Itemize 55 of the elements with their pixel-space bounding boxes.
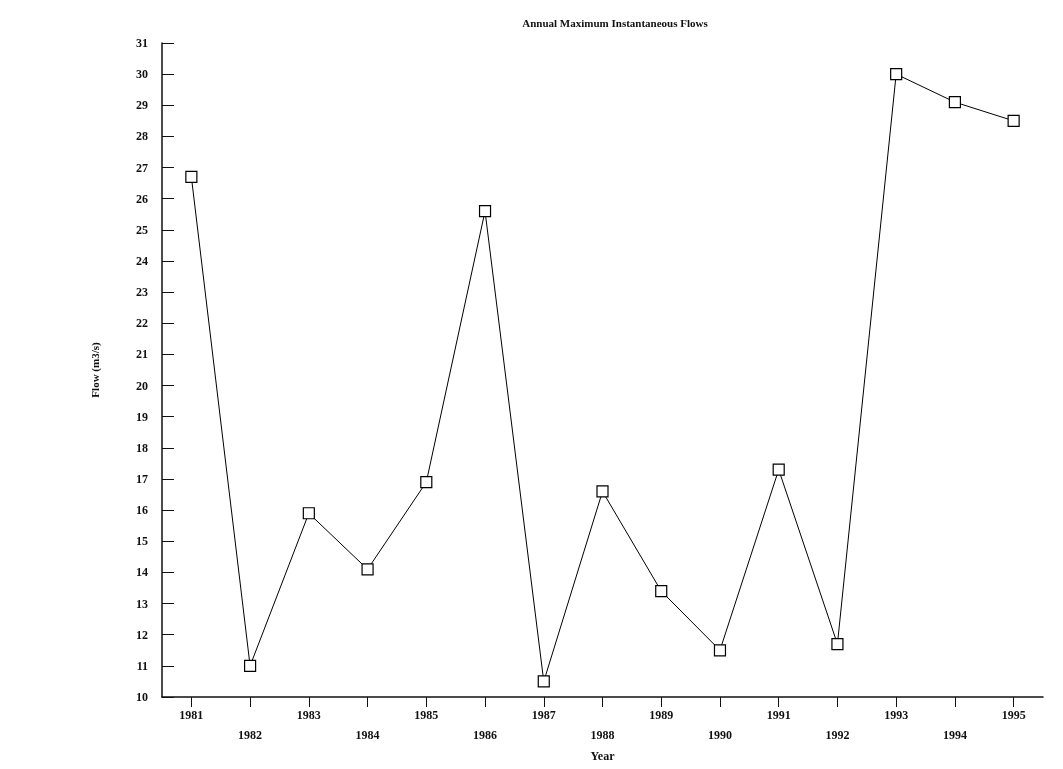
x-tick-label: 1989 [649,708,674,722]
point [772,463,785,476]
chart-title: Annual Maximum Instantaneous Flows [522,16,709,29]
point [244,659,257,672]
x-tick-label: 1987 [531,708,556,722]
y-tick-label: 29 [136,98,148,113]
y-tick-label: 12 [136,627,148,642]
y-tick-label: 18 [136,440,148,455]
point [831,637,844,651]
point [948,96,961,109]
y-tick-label: 20 [136,378,148,393]
x-tick-label: 1982 [238,728,263,742]
point [478,205,492,218]
y-axis-title: Flow (m3/s) [88,342,102,398]
point [655,585,668,598]
y-tick-label: 11 [136,658,148,673]
point [302,507,315,520]
y-tick-label: 16 [136,503,148,518]
point [420,476,433,489]
point [361,563,374,576]
y-tick-label: 15 [136,534,148,549]
x-tick-label: 1985 [414,708,439,722]
point [890,68,903,81]
y-tick-label: 23 [136,285,148,300]
x-tick-label: 1992 [825,728,850,742]
y-tick-label: 30 [136,67,148,82]
y-tick-label: 27 [136,160,148,175]
point [1007,114,1020,127]
x-tick-label: 1981 [179,708,204,722]
point [596,485,609,498]
x-tick-label: 1983 [296,708,321,722]
y-tick-label: 22 [136,316,148,331]
point [713,644,727,657]
x-axis-title: Year [590,748,616,763]
x-tick-label: 1991 [766,708,791,722]
y-tick-label: 19 [136,409,148,424]
y-tick-label: 14 [136,565,148,580]
point [185,170,198,184]
x-tick-label: 1984 [355,728,380,742]
x-tick-label: 1986 [473,728,498,742]
y-tick-label: 17 [136,472,148,486]
y-tick-label: 31 [136,36,148,50]
x-tick-label: 1995 [1001,708,1026,722]
y-tick-label: 25 [136,222,148,237]
y-tick-label: 26 [136,191,148,206]
y-tick-label: 24 [136,254,148,268]
y-tick-label: 13 [136,596,148,611]
y-tick-label: 21 [136,347,148,362]
x-tick-label: 1988 [590,728,615,742]
x-tick-label: 1990 [707,728,732,742]
y-tick-label: 10 [136,690,148,704]
x-tick-label: 1994 [942,728,967,742]
x-tick-label: 1993 [884,708,909,722]
point [537,675,550,688]
y-tick-label: 28 [136,129,148,144]
